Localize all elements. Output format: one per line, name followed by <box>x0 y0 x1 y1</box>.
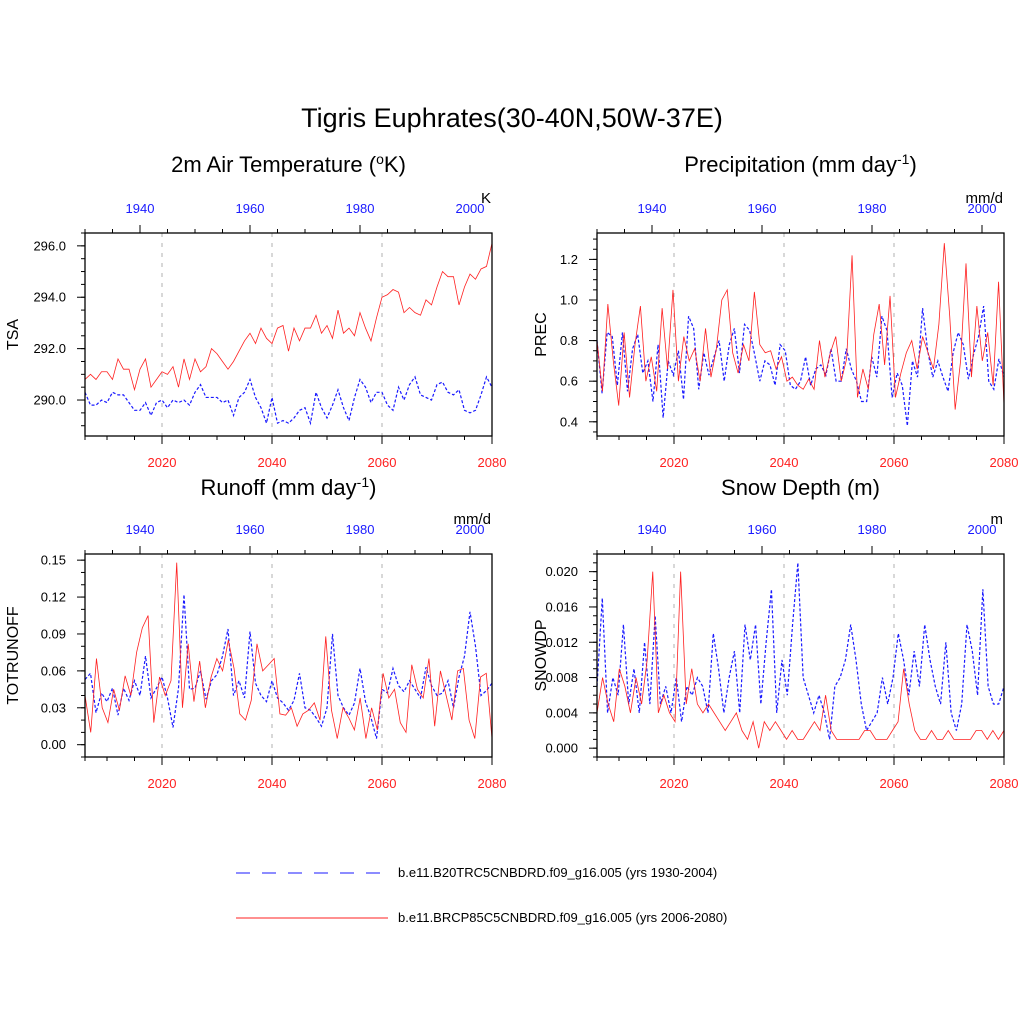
x-bottom-tick-label: 2080 <box>990 776 1019 791</box>
y-tick-label: 0.12 <box>41 590 66 605</box>
y-tick-label: 0.020 <box>545 564 578 579</box>
y-tick-label: 290.0 <box>33 393 66 408</box>
x-top-tick-label: 2000 <box>968 201 997 216</box>
y-tick-label: 296.0 <box>33 238 66 253</box>
y-tick-label: 0.09 <box>41 626 66 641</box>
y-tick-label: 292.0 <box>33 341 66 356</box>
panel-title: Snow Depth (m) <box>721 475 880 500</box>
x-top-tick-label: 1980 <box>346 201 375 216</box>
x-bottom-tick-label: 2080 <box>478 455 507 470</box>
x-top-tick-label: 1940 <box>638 522 667 537</box>
series-historical-line <box>84 375 493 426</box>
x-bottom-tick-label: 2060 <box>880 455 909 470</box>
x-top-tick-label: 2000 <box>968 522 997 537</box>
panel-title: 2m Air Temperature (oK) <box>171 151 406 177</box>
y-tick-label: 0.4 <box>560 414 578 429</box>
x-top-tick-label: 1960 <box>748 522 777 537</box>
y-tick-label: 0.000 <box>545 741 578 756</box>
legend-label-future: b.e11.BRCP85C5CNBDRD.f09_g16.005 (yrs 20… <box>398 910 727 925</box>
panel-2: Runoff (mm day-1) mm/d 2020 2040 2060 2080 194… <box>5 474 506 791</box>
y-tick-label: 0.15 <box>41 553 66 568</box>
panel-1: Precipitation (mm day-1) mm/d 2020 2040 2060… <box>533 151 1018 470</box>
x-top-tick-label: 2000 <box>456 201 485 216</box>
legend-label-historical: b.e11.B20TRC5CNBDRD.f09_g16.005 (yrs 193… <box>398 865 717 880</box>
x-bottom-tick-label: 2040 <box>770 455 799 470</box>
y-tick-label: 294.0 <box>33 290 66 305</box>
units-label: mm/d <box>966 190 1004 207</box>
x-bottom-tick-label: 2040 <box>258 455 287 470</box>
plot-frame <box>596 553 1005 758</box>
series-historical-line <box>84 594 493 739</box>
x-top-tick-label: 2000 <box>456 522 485 537</box>
x-top-tick-label: 1960 <box>236 522 265 537</box>
y-tick-label: 0.004 <box>545 705 578 720</box>
y-axis-label: TOTRUNOFF <box>5 606 22 705</box>
y-tick-label: 0.016 <box>545 599 578 614</box>
y-tick-label: 1.2 <box>560 252 578 267</box>
x-bottom-tick-label: 2020 <box>660 776 689 791</box>
x-top-tick-label: 1940 <box>638 201 667 216</box>
y-axis-label: SNOWDP <box>533 620 550 692</box>
x-top-tick-label: 1940 <box>126 522 155 537</box>
panel-3: Snow Depth (m) m 2020 2040 2060 2080 1940 1960 1… <box>533 475 1018 791</box>
panel-0: 2m Air Temperature (oK) K 2020 2040 2060 2080… <box>5 151 506 470</box>
y-tick-label: 0.8 <box>560 333 578 348</box>
series-historical-line <box>596 562 1005 740</box>
y-tick-label: 1.0 <box>560 292 578 307</box>
series-future-line <box>84 243 493 392</box>
panel-title: Precipitation (mm day-1) <box>684 151 917 177</box>
units-label: K <box>481 190 491 207</box>
x-bottom-tick-label: 2020 <box>148 455 177 470</box>
y-tick-label: 0.012 <box>545 635 578 650</box>
x-bottom-tick-label: 2020 <box>148 776 177 791</box>
plot-frame <box>84 553 493 758</box>
x-bottom-tick-label: 2040 <box>258 776 287 791</box>
units-label: m <box>991 511 1004 528</box>
x-bottom-tick-label: 2040 <box>770 776 799 791</box>
x-top-tick-label: 1980 <box>858 201 887 216</box>
plot-frame <box>596 232 1005 437</box>
series-future-line <box>84 562 493 739</box>
series-historical-line <box>596 305 1005 426</box>
y-tick-label: 0.6 <box>560 374 578 389</box>
figure-title: Tigris Euphrates(30-40N,50W-37E) <box>301 103 723 133</box>
panels: 2m Air Temperature (oK) K 2020 2040 2060 2080… <box>5 151 1018 791</box>
y-tick-label: 0.06 <box>41 663 66 678</box>
x-top-tick-label: 1940 <box>126 201 155 216</box>
y-tick-label: 0.00 <box>41 737 66 752</box>
y-tick-label: 0.03 <box>41 700 66 715</box>
series-future-line <box>596 571 1005 749</box>
x-top-tick-label: 1960 <box>236 201 265 216</box>
y-tick-label: 0.008 <box>545 670 578 685</box>
x-bottom-tick-label: 2020 <box>660 455 689 470</box>
x-bottom-tick-label: 2080 <box>478 776 507 791</box>
units-label: mm/d <box>454 511 492 528</box>
x-top-tick-label: 1980 <box>858 522 887 537</box>
y-axis-label: TSA <box>5 319 22 350</box>
x-bottom-tick-label: 2060 <box>368 776 397 791</box>
x-bottom-tick-label: 2060 <box>880 776 909 791</box>
series-future-line <box>596 243 1005 410</box>
legend: b.e11.B20TRC5CNBDRD.f09_g16.005 (yrs 193… <box>236 865 727 925</box>
plot-frame <box>84 232 493 437</box>
x-bottom-tick-label: 2060 <box>368 455 397 470</box>
y-axis-label: PREC <box>533 312 550 356</box>
panel-title: Runoff (mm day-1) <box>201 474 377 500</box>
x-bottom-tick-label: 2080 <box>990 455 1019 470</box>
x-top-tick-label: 1960 <box>748 201 777 216</box>
x-top-tick-label: 1980 <box>346 522 375 537</box>
